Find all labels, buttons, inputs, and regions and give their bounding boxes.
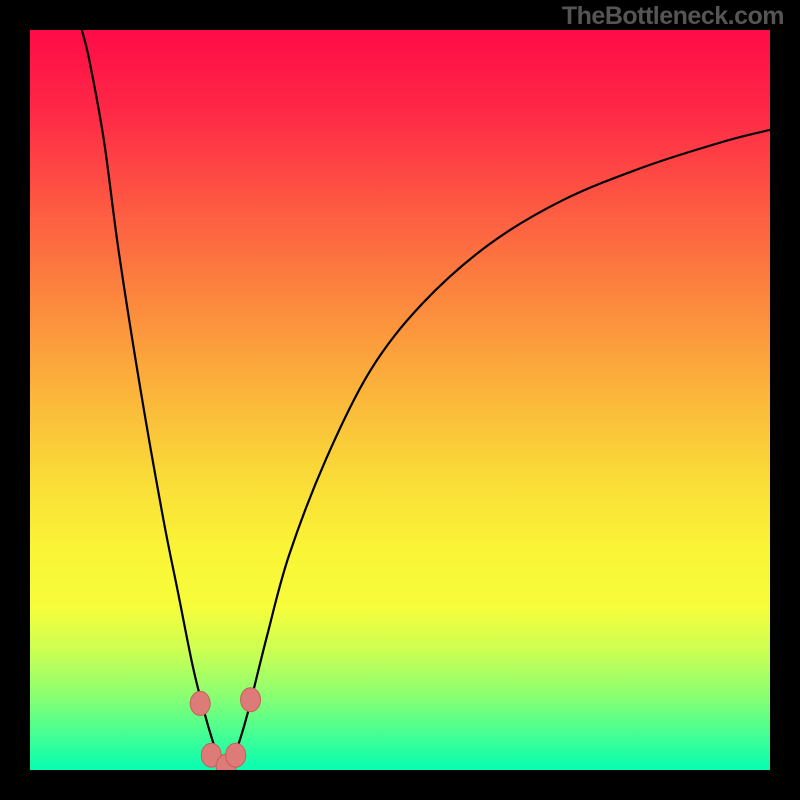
bottleneck-chart (0, 0, 800, 800)
watermark-text: TheBottleneck.com (562, 2, 784, 31)
